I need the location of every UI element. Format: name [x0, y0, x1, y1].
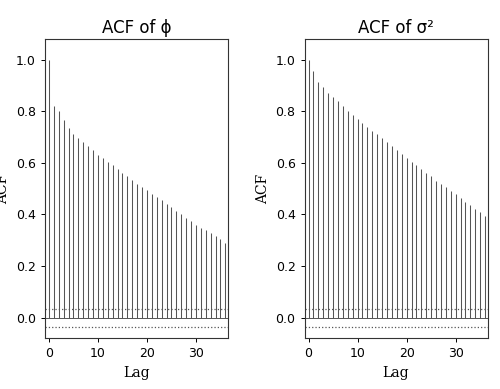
Y-axis label: ACF: ACF: [0, 173, 10, 204]
Y-axis label: ACF: ACF: [256, 173, 270, 204]
Title: ACF of ϕ: ACF of ϕ: [102, 19, 171, 37]
Title: ACF of σ²: ACF of σ²: [358, 19, 434, 37]
X-axis label: Lag: Lag: [123, 366, 150, 380]
X-axis label: Lag: Lag: [383, 366, 409, 380]
